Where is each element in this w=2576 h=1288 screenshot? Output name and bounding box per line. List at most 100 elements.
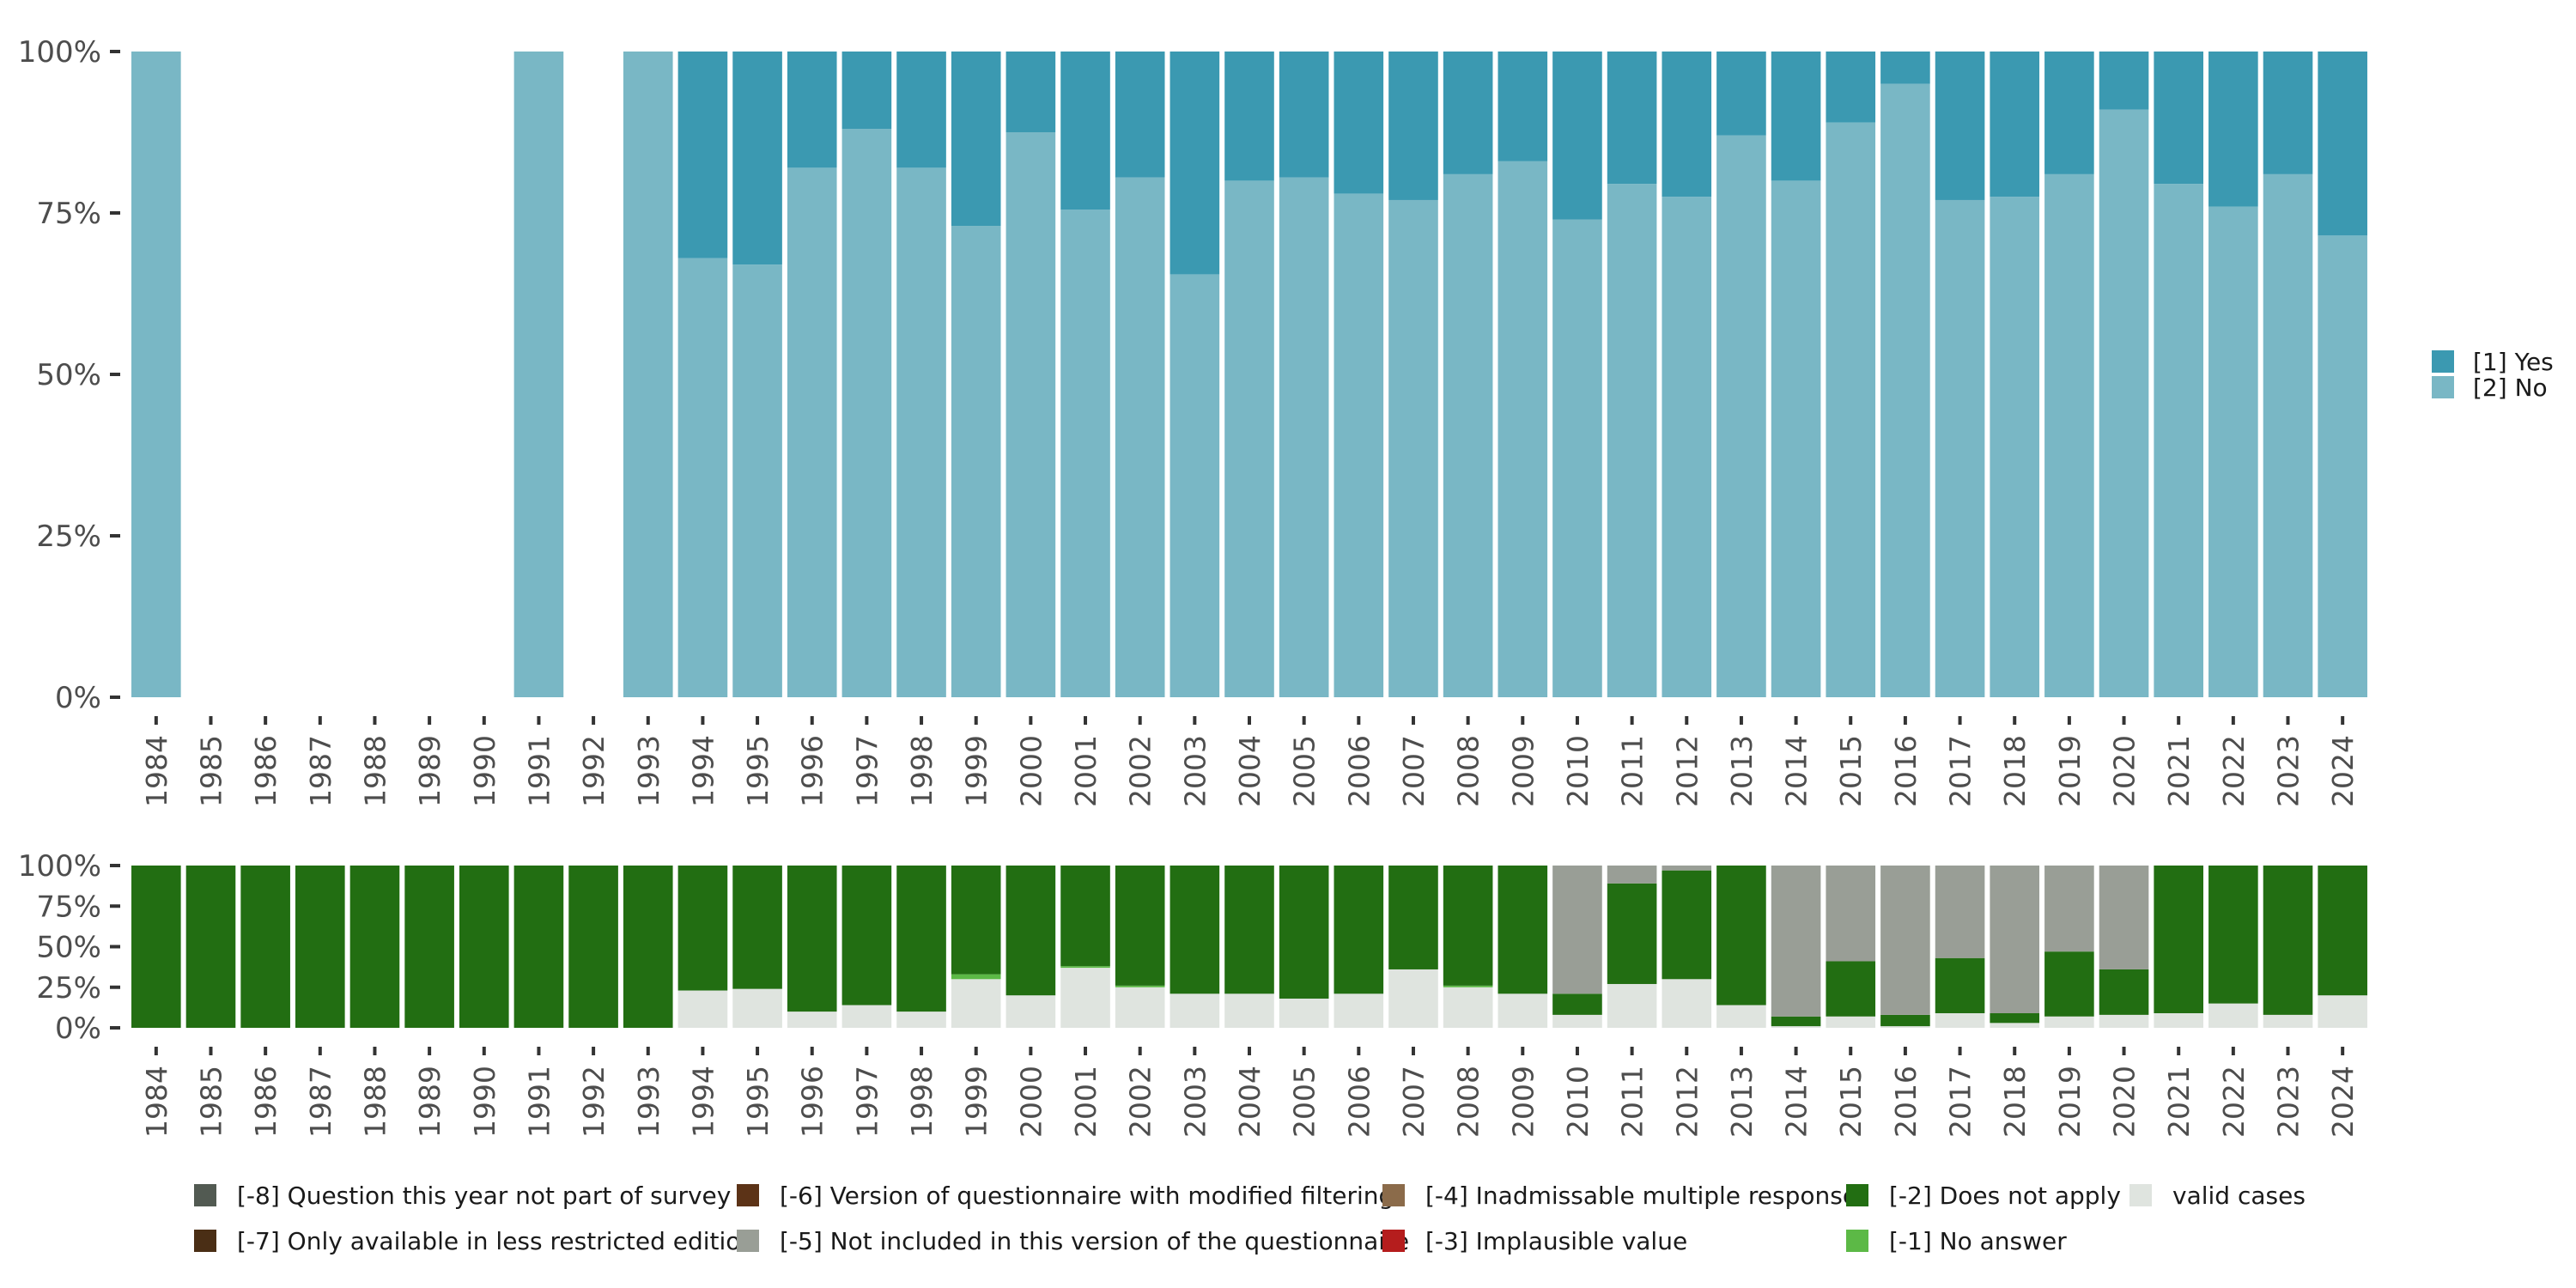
bottom-y-axis: 0% 25% 50% 75% 100% [18,849,120,1046]
legend-label-valid: valid cases [2172,1182,2306,1210]
top-bar-2002-s1 [1115,52,1165,178]
bottom-x-tick-label-2020: 2020 [2108,1066,2142,1138]
bottom-bar-2016-s0 [1880,1026,1930,1028]
legend-label-m7: [-7] Only available in less restricted e… [237,1227,756,1255]
bottom-bar-2010-s3 [1552,866,1602,994]
legend-label-yes: [1] Yes [2473,348,2554,376]
bottom-bar-2002-s1 [1115,985,1165,987]
bottom-bar-2022-s2 [2208,866,2258,1004]
top-x-tick-label-2010: 2010 [1561,735,1595,807]
top-bar-2024-s1 [2318,52,2367,236]
legend-label-m6: [-6] Version of questionnaire with modif… [780,1182,1394,1210]
bottom-x-tick-label-2002: 2002 [1124,1066,1157,1138]
top-bar-2012-s1 [1662,52,1712,197]
top-x-tick-label-1993: 1993 [632,735,665,807]
top-x-tick-label-2018: 2018 [1998,735,2032,807]
top-bar-2009-s1 [1498,52,1548,161]
bottom-x-tick-label-2021: 2021 [2162,1066,2196,1138]
bottom-x-tick-label-2010: 2010 [1561,1066,1595,1138]
bottom-bar-2020-s3 [2099,866,2149,969]
top-bar-1997-s1 [841,52,892,130]
bottom-bar-2021-s0 [2154,1012,2203,1028]
bottom-bar-2017-s0 [1935,1012,1985,1028]
top-bar-2021-s1 [2154,52,2203,185]
top-y-tick-label-2: 50% [36,358,101,392]
top-bar-2018-s0 [1990,197,2040,697]
bottom-y-tick-label-2: 50% [36,931,101,965]
bottom-bar-2002-s0 [1115,987,1165,1028]
bottom-bar-2001-s0 [1060,968,1110,1028]
bottom-bar-1985-s2 [185,866,236,1028]
top-x-tick-label-2022: 2022 [2217,735,2251,807]
bottom-x-tick-label-2022: 2022 [2217,1066,2251,1138]
bottom-bar-1997-s2 [841,866,892,1005]
bottom-bar-1991-s2 [513,866,564,1028]
bottom-bar-2014-s3 [1771,866,1821,1017]
legend-swatch-m1 [1846,1230,1868,1252]
top-x-tick-label-2024: 2024 [2326,735,2360,807]
top-x-tick-label-2006: 2006 [1342,735,1376,807]
bottom-x-tick-label-2014: 2014 [1780,1066,1814,1138]
top-x-tick-label-1990: 1990 [468,735,501,807]
bottom-bar-1984-s2 [131,866,181,1028]
top-bar-1999-s1 [951,52,1001,227]
top-x-tick-label-1991: 1991 [522,735,556,807]
legend-label-m1: [-1] No answer [1889,1227,2067,1255]
bottom-x-tick-label-2012: 2012 [1670,1066,1704,1138]
top-bar-2008-s0 [1443,173,1493,697]
bottom-x-tick-label-1986: 1986 [249,1066,283,1138]
bottom-bar-2000-s2 [1005,866,1056,996]
bottom-x-tick-label-2008: 2008 [1452,1066,1485,1138]
top-bar-2016-s0 [1880,83,1930,698]
top-bar-2022-s0 [2208,206,2258,698]
top-bar-2006-s1 [1334,52,1384,194]
bottom-x-tick-label-1995: 1995 [741,1066,775,1138]
bottom-bar-2006-s0 [1334,993,1384,1028]
top-x-tick-label-1997: 1997 [850,735,884,807]
bottom-bar-2017-s3 [1935,866,1985,958]
bottom-x-tick-label-1999: 1999 [960,1066,993,1138]
bottom-bar-2018-s3 [1990,866,2040,1013]
legend-label-m4: [-4] Inadmissable multiple response [1425,1182,1857,1210]
bottom-x-tick-label-1989: 1989 [413,1066,447,1138]
top-x-tick-label-2016: 2016 [1889,735,1923,807]
bottom-x-tick-label-2001: 2001 [1069,1066,1103,1138]
top-x-tick-label-1992: 1992 [577,735,611,807]
top-bars [131,52,2367,698]
bottom-x-tick-label-1985: 1985 [194,1066,228,1138]
bottom-x-tick-label-2024: 2024 [2326,1066,2360,1138]
bottom-x-tick-label-1988: 1988 [358,1066,392,1138]
top-bar-1994-s1 [677,52,728,258]
bottom-bar-2001-s1 [1060,966,1110,969]
bottom-bar-2018-s2 [1990,1012,2040,1024]
bottom-panel: 0% 25% 50% 75% 100% 1984 1985 1986 1987 1988 1989… [18,849,2367,1138]
legend-swatch-m5 [737,1230,759,1252]
bottom-bar-2000-s0 [1005,995,1056,1028]
top-bar-2017-s1 [1935,52,1985,200]
top-bar-2024-s0 [2318,235,2367,697]
bottom-x-tick-label-2023: 2023 [2272,1066,2306,1138]
bottom-bar-2013-s2 [1716,866,1766,1005]
bottom-x-tick-label-2017: 2017 [1944,1066,1978,1138]
bottom-bar-2004-s2 [1224,866,1274,994]
bottom-x-tick-label-2005: 2005 [1288,1066,1321,1138]
top-y-tick-label-4: 100% [18,35,101,70]
bottom-x-tick-label-2018: 2018 [1998,1066,2032,1138]
legend-swatch-m3 [1382,1230,1405,1252]
top-bar-1996-s0 [787,167,837,698]
top-bar-2023-s0 [2263,173,2313,697]
bottom-x-tick-label-1994: 1994 [686,1066,720,1138]
top-x-tick-label-1988: 1988 [358,735,392,807]
top-legend: [1] Yes [2] No [2432,348,2554,402]
top-bar-2012-s0 [1662,197,1712,697]
bottom-x-axis: 1984 1985 1986 1987 1988 1989 1990 1991 1992 1993… [140,1047,2360,1138]
top-bar-2001-s1 [1060,52,1110,210]
top-bar-2005-s1 [1279,52,1329,178]
bottom-bar-1998-s2 [896,866,946,1012]
bottom-bar-2017-s2 [1935,957,1985,1013]
top-bar-2001-s0 [1060,210,1110,698]
top-x-tick-label-2003: 2003 [1178,735,1212,807]
bottom-x-tick-label-2000: 2000 [1014,1066,1048,1138]
bottom-bar-2011-s2 [1607,883,1657,984]
